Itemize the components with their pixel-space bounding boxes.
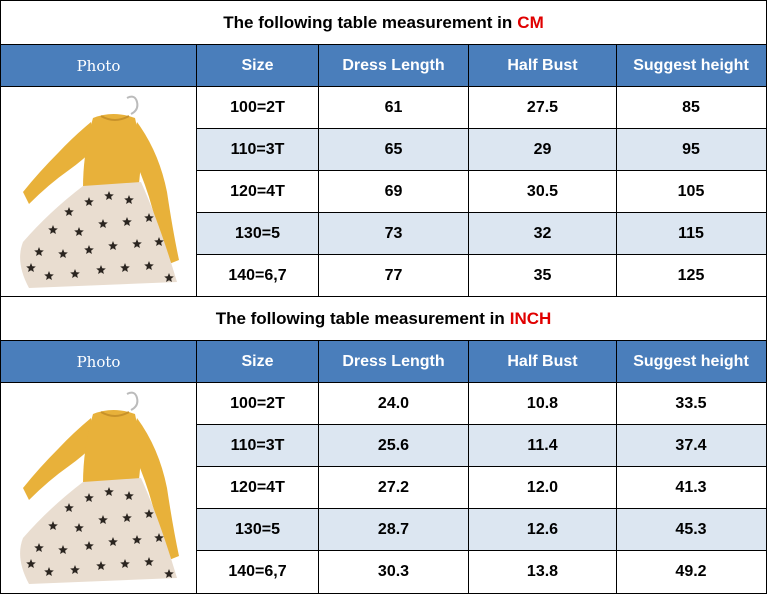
suggest-height-cell: 85 — [682, 98, 700, 116]
header-photo: Photo — [1, 45, 197, 86]
table-row: 110=3T 65 29 95 — [197, 129, 766, 171]
dress-photo-icon — [19, 95, 179, 288]
inch-table-title: The following table measurement in INCH — [1, 296, 766, 341]
dress-photo-icon — [19, 391, 179, 584]
table-row: 110=3T 25.6 11.4 37.4 — [197, 425, 766, 467]
dress-length-cell: 28.7 — [319, 509, 469, 550]
header-dress-length: Dress Length — [319, 341, 469, 382]
size-cell: 120=4T — [197, 467, 319, 508]
suggest-height-cell: 105 — [677, 182, 705, 200]
dress-length-cell: 24.0 — [319, 383, 469, 424]
header-half-bust: Half Bust — [469, 341, 617, 382]
inch-table: The following table measurement in INCH … — [1, 296, 766, 593]
header-dress-length: Dress Length — [319, 45, 469, 86]
unit-label: CM — [517, 12, 544, 32]
half-bust-cell: 35 — [469, 255, 617, 297]
suggest-height-cell: 45.3 — [675, 520, 707, 538]
header-suggest-height: Suggest height — [633, 56, 749, 74]
size-cell: 110=3T — [197, 425, 319, 466]
dress-length-cell: 25.6 — [319, 425, 469, 466]
dress-photo — [1, 87, 197, 297]
cm-table: The following table measurement in CM Ph… — [1, 1, 766, 297]
half-bust-cell: 13.8 — [469, 551, 617, 593]
half-bust-cell: 12.0 — [469, 467, 617, 508]
cm-table-body: 100=2T 61 27.5 85 110=3T 65 29 95 120=4T 69 30.5 10… — [1, 87, 766, 297]
header-suggest-height: Suggest height — [633, 352, 749, 370]
half-bust-cell: 11.4 — [469, 425, 617, 466]
half-bust-cell: 27.5 — [469, 87, 617, 128]
dress-length-cell: 30.3 — [319, 551, 469, 593]
header-size: Size — [197, 341, 319, 382]
table-row: 140=6,7 30.3 13.8 49.2 — [197, 551, 766, 593]
inch-rows: 100=2T 24.0 10.8 33.5 110=3T 25.6 11.4 37.4 120=… — [197, 383, 766, 593]
half-bust-cell: 29 — [469, 129, 617, 170]
size-cell: 120=4T — [197, 171, 319, 212]
suggest-height-cell: 33.5 — [675, 394, 707, 412]
table-row: 140=6,7 77 35 125 — [197, 255, 766, 297]
cm-rows: 100=2T 61 27.5 85 110=3T 65 29 95 120=4T 69 30.5 10… — [197, 87, 766, 297]
dress-length-cell: 73 — [319, 213, 469, 254]
size-cell: 140=6,7 — [197, 255, 319, 297]
table-row: 120=4T 69 30.5 105 — [197, 171, 766, 213]
suggest-height-cell: 41.3 — [675, 478, 707, 496]
suggest-height-cell: 95 — [682, 140, 700, 158]
dress-length-cell: 65 — [319, 129, 469, 170]
half-bust-cell: 10.8 — [469, 383, 617, 424]
table-row: 130=5 73 32 115 — [197, 213, 766, 255]
title-text: The following table measurement in — [223, 12, 513, 32]
half-bust-cell: 30.5 — [469, 171, 617, 212]
unit-label: INCH — [509, 308, 552, 328]
size-cell: 130=5 — [197, 509, 319, 550]
header-size: Size — [197, 45, 319, 86]
size-cell: 100=2T — [197, 383, 319, 424]
header-photo: Photo — [1, 341, 197, 382]
dress-length-cell: 61 — [319, 87, 469, 128]
suggest-height-cell: 125 — [677, 267, 705, 284]
inch-table-body: 100=2T 24.0 10.8 33.5 110=3T 25.6 11.4 37.4 120=… — [1, 383, 766, 593]
cm-table-title: The following table measurement in CM — [1, 1, 766, 45]
dress-photo — [1, 383, 197, 593]
size-cell: 100=2T — [197, 87, 319, 128]
half-bust-cell: 32 — [469, 213, 617, 254]
size-cell: 140=6,7 — [197, 551, 319, 593]
dress-length-cell: 69 — [319, 171, 469, 212]
table-row: 100=2T 24.0 10.8 33.5 — [197, 383, 766, 425]
half-bust-cell: 12.6 — [469, 509, 617, 550]
suggest-height-cell: 37.4 — [675, 436, 707, 454]
size-cell: 110=3T — [197, 129, 319, 170]
suggest-height-cell: 49.2 — [675, 563, 707, 580]
suggest-height-cell: 115 — [678, 224, 704, 242]
table-row: 130=5 28.7 12.6 45.3 — [197, 509, 766, 551]
header-half-bust: Half Bust — [469, 45, 617, 86]
inch-table-header: Photo Size Dress Length Half Bust Sugges… — [1, 341, 766, 383]
title-text: The following table measurement in — [215, 308, 505, 328]
cm-table-header: Photo Size Dress Length Half Bust Sugges… — [1, 45, 766, 87]
dress-length-cell: 27.2 — [319, 467, 469, 508]
size-cell: 130=5 — [197, 213, 319, 254]
dress-length-cell: 77 — [319, 255, 469, 297]
table-row: 120=4T 27.2 12.0 41.3 — [197, 467, 766, 509]
table-row: 100=2T 61 27.5 85 — [197, 87, 766, 129]
